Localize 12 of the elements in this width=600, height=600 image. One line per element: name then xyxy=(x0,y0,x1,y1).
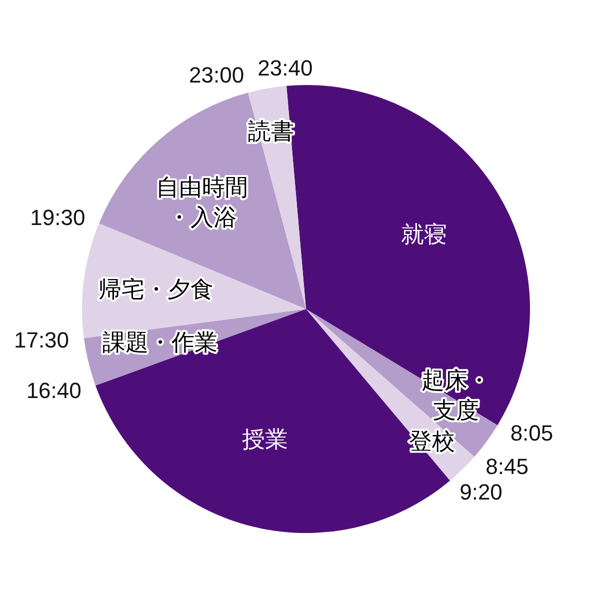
text: 8:05 xyxy=(510,420,554,446)
text: 8:45 xyxy=(486,454,528,480)
slice-label: 自由時間・入浴 xyxy=(156,175,248,231)
text: 23:40 xyxy=(258,55,313,80)
slice-label: 授業 xyxy=(242,427,288,453)
text: 16:40 xyxy=(26,378,82,404)
text: 9:20 xyxy=(460,480,502,505)
text: 19:30 xyxy=(30,205,86,230)
text: 23:00 xyxy=(189,62,244,88)
text: 17:30 xyxy=(14,328,70,353)
slice-label: 帰宅・夕食 xyxy=(98,277,214,303)
slice-label: 就寝 xyxy=(401,222,447,248)
